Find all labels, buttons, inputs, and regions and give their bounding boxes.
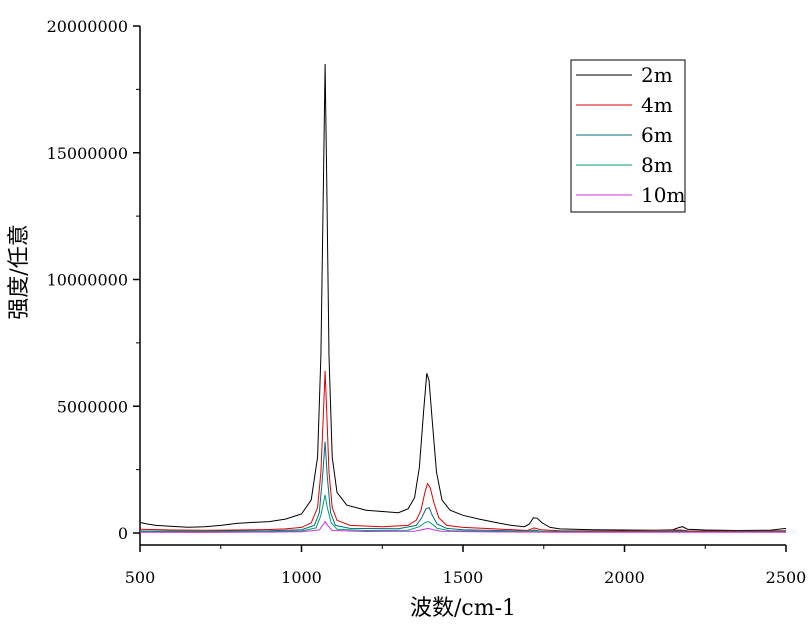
x-tick-label: 2000 [604, 568, 645, 587]
x-axis-ticks: 500 1000 1500 2000 2500 [125, 545, 807, 587]
series-line-6m [139, 441, 787, 533]
y-axis-ticks: 0 5000000 10000000 15000000 20000000 [47, 17, 140, 543]
y-tick-label: 0 [118, 524, 128, 543]
x-tick-label: 500 [125, 568, 156, 587]
x-tick-label: 2500 [766, 568, 807, 587]
x-axis-title: 波数/cm-1 [410, 596, 516, 621]
y-tick-label: 5000000 [57, 397, 128, 416]
legend-label-4m: 4m [641, 93, 673, 117]
legend: 2m 4m 6m 8m 10m [570, 59, 686, 213]
series-lines [139, 63, 787, 533]
legend-label-8m: 8m [641, 153, 673, 177]
series-line-8m [139, 494, 786, 533]
legend-label-6m: 6m [641, 123, 673, 147]
series-line-4m [139, 370, 787, 532]
x-tick-label: 1500 [443, 568, 484, 587]
y-axis-title: 强度/任意 [7, 224, 32, 319]
x-tick-label: 1000 [281, 568, 322, 587]
y-tick-label: 20000000 [47, 17, 128, 36]
plot-frame [139, 26, 786, 546]
series-line-10m [139, 520, 786, 533]
series-line-2m [139, 63, 787, 532]
legend-label-10m: 10m [641, 183, 685, 207]
legend-box [570, 59, 686, 213]
y-tick-label: 15000000 [47, 144, 128, 163]
y-tick-label: 10000000 [47, 271, 128, 290]
legend-label-2m: 2m [641, 63, 673, 87]
